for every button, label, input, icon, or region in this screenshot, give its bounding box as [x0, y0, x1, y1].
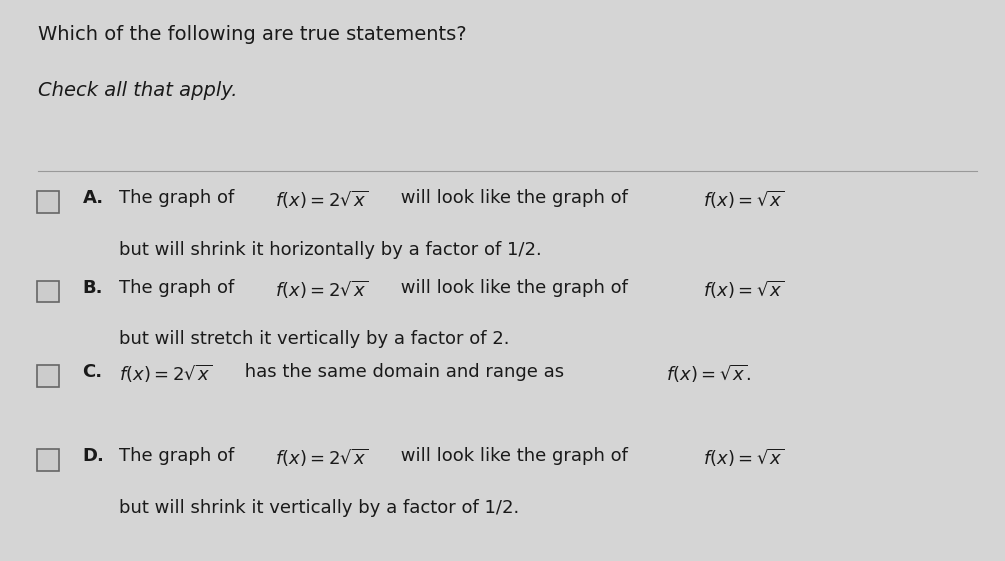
Text: The graph of: The graph of — [119, 189, 239, 207]
Text: B.: B. — [82, 279, 103, 297]
Text: but will shrink it horizontally by a factor of 1/2.: but will shrink it horizontally by a fac… — [119, 241, 542, 259]
Text: $f(x)=2\sqrt{x}$: $f(x)=2\sqrt{x}$ — [274, 189, 368, 211]
Text: $f(x)=2\sqrt{x}$: $f(x)=2\sqrt{x}$ — [274, 279, 368, 301]
Text: D.: D. — [82, 447, 105, 465]
Text: Check all that apply.: Check all that apply. — [38, 81, 238, 100]
Text: C.: C. — [82, 363, 103, 381]
Text: but will stretch it vertically by a factor of 2.: but will stretch it vertically by a fact… — [119, 330, 510, 348]
Text: $f(x)=\sqrt{x}$.: $f(x)=\sqrt{x}$. — [665, 363, 752, 385]
Text: The graph of: The graph of — [119, 447, 239, 465]
Bar — [37, 449, 59, 471]
Text: $f(x)=2\sqrt{x}$: $f(x)=2\sqrt{x}$ — [119, 363, 212, 385]
Text: The graph of: The graph of — [119, 279, 239, 297]
Text: but will shrink it vertically by a factor of 1/2.: but will shrink it vertically by a facto… — [119, 499, 519, 517]
Text: will look like the graph of: will look like the graph of — [395, 189, 633, 207]
Text: $f(x)=2\sqrt{x}$: $f(x)=2\sqrt{x}$ — [274, 447, 368, 469]
Text: $f(x)=\sqrt{x}$: $f(x)=\sqrt{x}$ — [702, 189, 785, 211]
Bar — [37, 365, 59, 387]
Text: $f(x)=\sqrt{x}$: $f(x)=\sqrt{x}$ — [702, 447, 785, 469]
Text: has the same domain and range as: has the same domain and range as — [239, 363, 570, 381]
Bar — [37, 191, 59, 213]
Text: $f(x)=\sqrt{x}$: $f(x)=\sqrt{x}$ — [702, 279, 785, 301]
Text: will look like the graph of: will look like the graph of — [395, 447, 633, 465]
Text: will look like the graph of: will look like the graph of — [395, 279, 633, 297]
Bar — [37, 281, 59, 302]
Text: A.: A. — [82, 189, 104, 207]
Text: Which of the following are true statements?: Which of the following are true statemen… — [38, 25, 466, 44]
